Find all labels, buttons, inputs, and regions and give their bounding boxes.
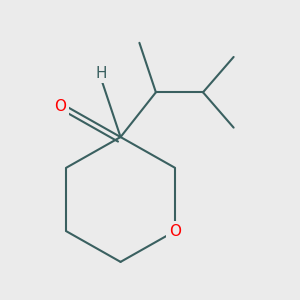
Text: H: H	[96, 65, 107, 80]
Text: O: O	[54, 99, 66, 114]
Text: O: O	[169, 224, 181, 239]
